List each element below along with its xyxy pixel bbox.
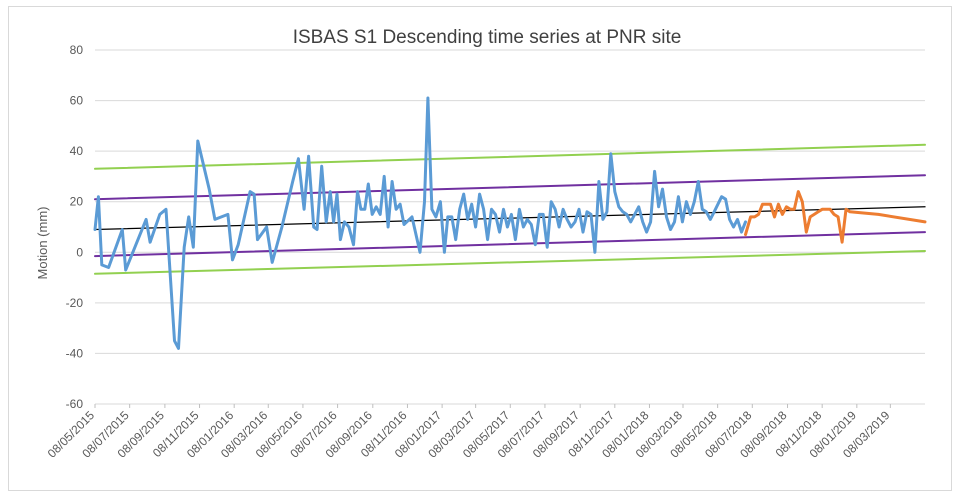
- y-tick-label: 0: [76, 245, 83, 259]
- y-tick-label: 40: [70, 144, 84, 158]
- y-tick-label: 60: [70, 94, 84, 108]
- y-tick-label: 80: [70, 43, 84, 57]
- series-line-3: [94, 174, 926, 201]
- series-line-6: [94, 250, 926, 275]
- series-group: [93, 96, 927, 350]
- series-line-4: [94, 231, 926, 258]
- series-line-0: [93, 96, 747, 350]
- y-tick-label: -60: [66, 397, 84, 411]
- y-axis-ticks: -60 -40 -20 0 20 40 60 80: [66, 43, 84, 411]
- y-tick-label: 20: [70, 195, 84, 209]
- x-axis-ticks: 08/05/201508/07/201508/09/201508/11/2015…: [45, 404, 893, 461]
- series-line-1: [744, 190, 927, 244]
- chart-frame: ISBAS S1 Descending time series at PNR s…: [8, 6, 952, 491]
- y-tick-label: -20: [66, 296, 84, 310]
- series-line-5: [94, 143, 926, 170]
- y-axis-label: Motion (mm): [35, 207, 50, 280]
- chart-title: ISBAS S1 Descending time series at PNR s…: [293, 27, 682, 48]
- y-tick-label: -40: [66, 346, 84, 360]
- line-chart: ISBAS S1 Descending time series at PNR s…: [35, 27, 927, 461]
- gridlines: [95, 49, 925, 405]
